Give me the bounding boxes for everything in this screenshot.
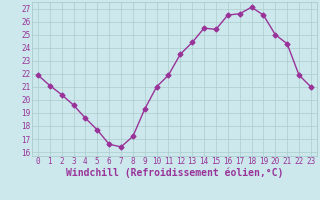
X-axis label: Windchill (Refroidissement éolien,°C): Windchill (Refroidissement éolien,°C) bbox=[66, 168, 283, 178]
